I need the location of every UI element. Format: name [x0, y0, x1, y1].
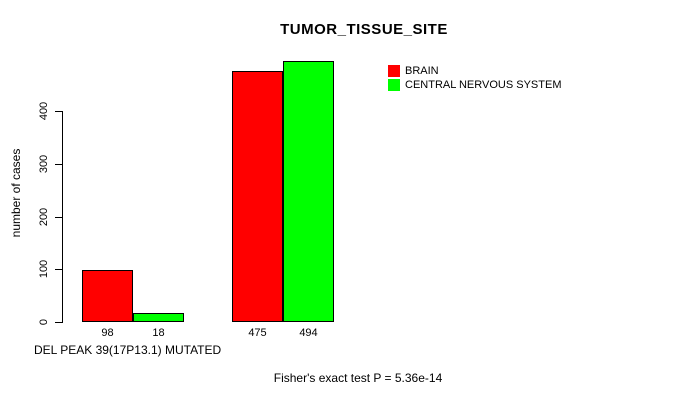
y-axis-tick [55, 322, 62, 323]
y-axis-tick [55, 269, 62, 270]
legend-swatch-icon [388, 65, 400, 77]
bar-value-label: 475 [248, 327, 267, 339]
chart-title: TUMOR_TISSUE_SITE [280, 21, 448, 38]
bar-value-label: 18 [152, 327, 165, 339]
y-axis-tick [55, 164, 62, 165]
y-axis-line [62, 111, 63, 323]
x-axis-label: DEL PEAK 39(17P13.1) MUTATED [34, 343, 222, 357]
y-axis-tick-label: 200 [38, 207, 50, 227]
bar-value-label: 494 [299, 327, 318, 339]
legend-swatch-icon [388, 79, 400, 91]
fisher-test-note: Fisher's exact test P = 5.36e-14 [273, 371, 443, 385]
bar-central-nervous-system [283, 61, 334, 322]
y-axis-tick [55, 111, 62, 112]
legend-row: BRAIN [388, 64, 561, 78]
legend-label: CENTRAL NERVOUS SYSTEM [405, 79, 562, 91]
bar-brain [232, 71, 283, 322]
legend-row: CENTRAL NERVOUS SYSTEM [388, 78, 561, 92]
legend: BRAIN CENTRAL NERVOUS SYSTEM [388, 64, 561, 92]
bar-central-nervous-system [133, 313, 184, 322]
legend-label: BRAIN [405, 65, 439, 77]
bar-value-label: 98 [101, 327, 114, 339]
bar-brain [82, 270, 133, 322]
y-axis-tick-label: 400 [38, 101, 50, 121]
y-axis-tick [55, 217, 62, 218]
y-axis-tick-label: 0 [38, 318, 50, 326]
y-axis-tick-label: 100 [38, 259, 50, 279]
y-axis-tick-label: 300 [38, 154, 50, 174]
